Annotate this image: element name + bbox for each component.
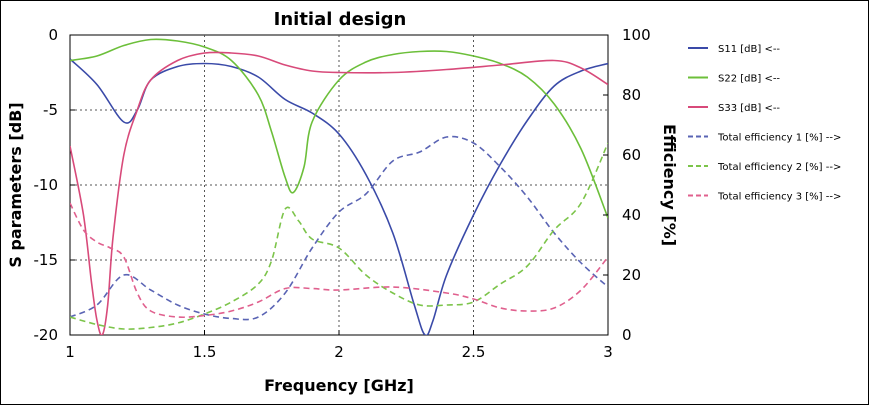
y-left-tick-label: -15: [34, 251, 59, 269]
x-tick-label: 1.5: [193, 343, 217, 361]
x-axis-ticks: 1 1.5 2 2.5 3: [65, 330, 613, 361]
y-left-tick-label: -5: [43, 101, 58, 119]
x-tick-label: 2.5: [462, 343, 486, 361]
y-right-tick-label: 60: [622, 146, 641, 164]
y-right-axis-ticks: 100 80 60 40 20 0: [603, 26, 651, 344]
legend-label-1: S11 [dB] <--: [718, 44, 780, 55]
series-line-4: [70, 135, 608, 321]
legend: S11 [dB] <-- S22 [dB] <-- S33 [dB] <-- Tota…: [688, 44, 841, 203]
x-axis-label: Frequency [GHz]: [264, 376, 414, 395]
x-tick-label: 3: [603, 343, 613, 361]
y-right-axis-label: Efficiency [%]: [660, 124, 679, 246]
legend-label-6: Total efficiency 3 [%] -->: [717, 192, 841, 203]
series-line-6: [70, 202, 608, 319]
series-line-3: [70, 51, 608, 335]
y-left-tick-label: -10: [34, 176, 59, 194]
legend-label-4: Total efficiency 1 [%] -->: [717, 133, 841, 144]
x-tick-label: 2: [334, 343, 344, 361]
legend-label-2: S22 [dB] <--: [718, 74, 780, 85]
y-right-tick-label: 0: [622, 326, 632, 344]
y-right-tick-label: 80: [622, 86, 641, 104]
series-line-5: [70, 142, 608, 330]
legend-label-5: Total efficiency 2 [%] -->: [717, 162, 841, 173]
series-line-2: [70, 38, 608, 219]
grid: [70, 35, 608, 335]
y-left-tick-label: -20: [34, 326, 59, 344]
y-right-tick-label: 40: [622, 206, 641, 224]
legend-label-3: S33 [dB] <--: [718, 103, 780, 114]
y-right-tick-label: 20: [622, 266, 641, 284]
y-right-tick-label: 100: [622, 26, 651, 44]
y-left-axis-label: S parameters [dB]: [6, 102, 25, 267]
x-tick-label: 1: [65, 343, 75, 361]
y-left-tick-label: 0: [48, 26, 58, 44]
series-layer: [70, 38, 608, 335]
chart-title: Initial design: [274, 9, 407, 30]
y-left-axis-ticks: 0 -5 -10 -15 -20: [34, 26, 75, 344]
